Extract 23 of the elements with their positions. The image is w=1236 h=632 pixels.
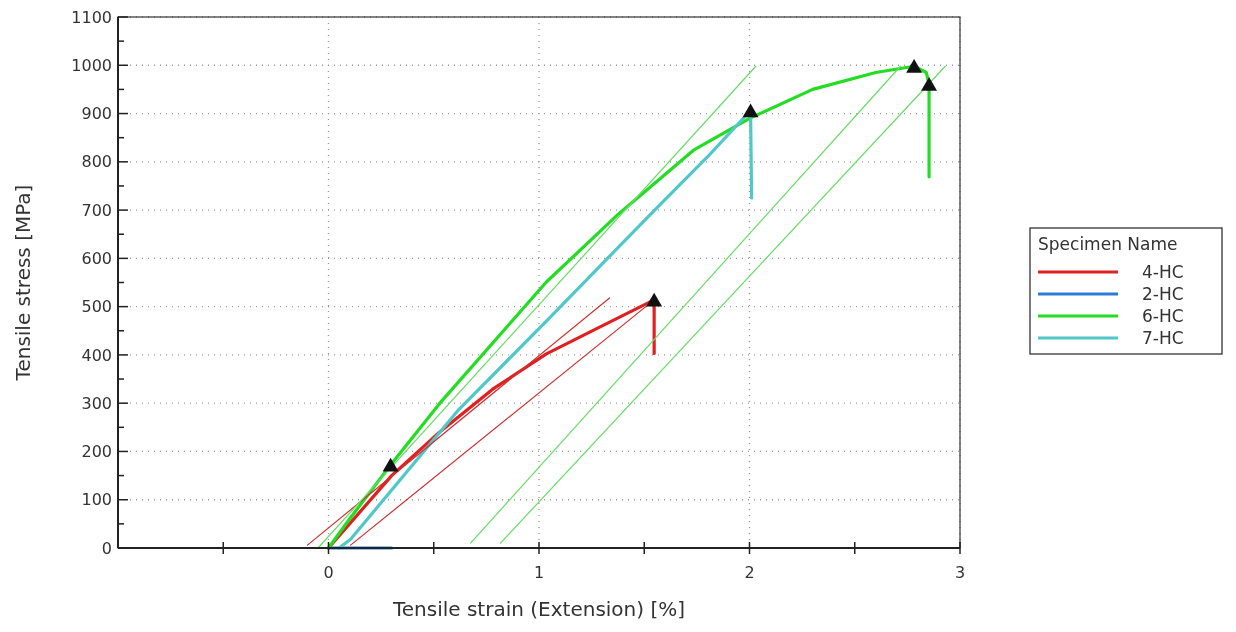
y-tick-label: 0 (101, 538, 112, 558)
legend-label: 7-HC (1142, 327, 1184, 348)
y-tick-label: 500 (81, 297, 112, 317)
legend-label: 6-HC (1142, 305, 1184, 326)
y-tick-label: 1000 (71, 55, 112, 75)
y-tick-label: 400 (81, 345, 112, 365)
y-axis-title: Tensile stress [MPa] (11, 184, 35, 382)
y-tick-label: 800 (81, 152, 112, 172)
legend-title: Specimen Name (1038, 234, 1178, 254)
legend-label: 2-HC (1142, 283, 1184, 304)
y-tick-label: 300 (81, 393, 112, 413)
y-tick-label: 100 (81, 490, 112, 510)
x-tick-label: 3 (954, 563, 966, 582)
legend-label: 4-HC (1142, 261, 1184, 282)
y-tick-label: 1100 (71, 7, 112, 27)
y-tick-label: 200 (81, 442, 112, 462)
x-tick-label: 2 (744, 563, 755, 582)
y-tick-label: 600 (81, 248, 112, 268)
x-axis-title: Tensile strain (Extension) [%] (391, 597, 686, 621)
y-tick-label: 900 (81, 104, 112, 124)
y-tick-label: 700 (81, 200, 112, 220)
x-tick-label: 1 (533, 563, 545, 582)
x-tick-label: 0 (323, 563, 334, 582)
